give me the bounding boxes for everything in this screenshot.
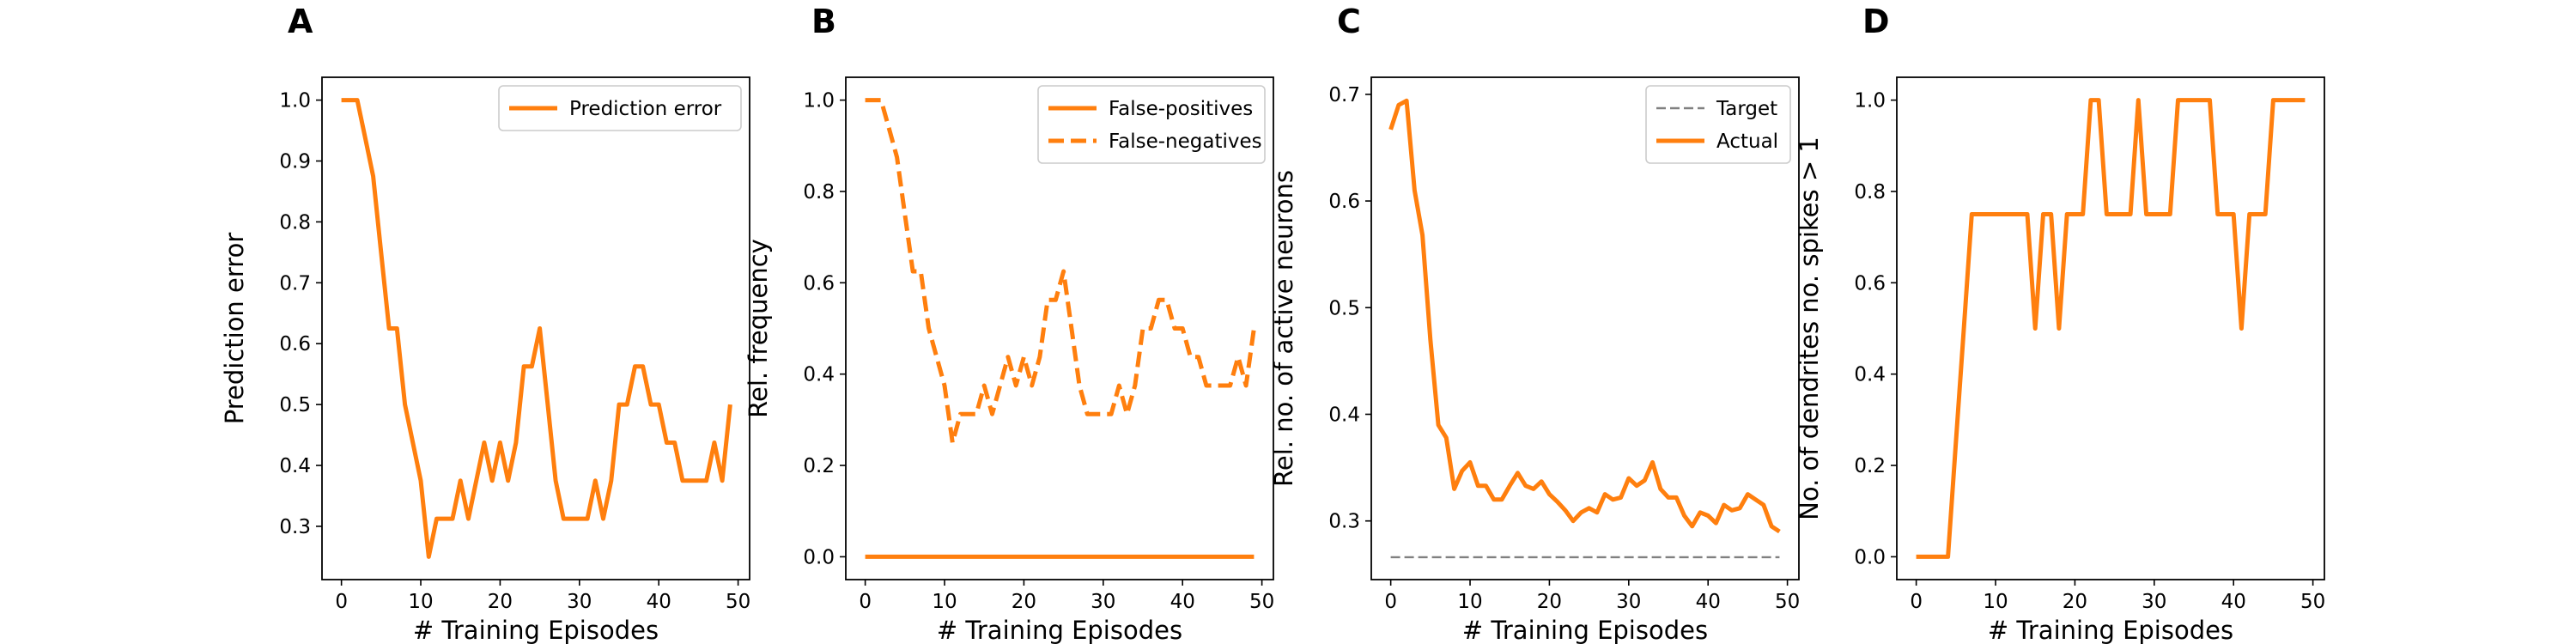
x-tick-label: 10 [932,591,957,613]
x-tick-label: 50 [1775,591,1800,613]
panel-d: D 0 10 20 30 40 50 0.0 0.2 0.4 0.6 0.8 1.0 # Training… [1795,3,2325,644]
legend-box [498,85,742,131]
legend-label: Prediction error [569,98,722,120]
y-tick-label: 0.3 [1328,511,1360,533]
x-tick-label: 40 [1170,591,1195,613]
y-tick-label: 0.6 [1328,191,1360,213]
legend: False-positives False-negatives [1037,85,1266,164]
x-tick-label: 20 [488,591,513,613]
y-tick-label: 0.6 [1854,272,1886,295]
x-tick-label: 0 [335,591,348,613]
y-axis-label: Rel. no. of active neurons [1269,170,1298,487]
series-line-main [1916,98,2306,559]
legend-box [1037,85,1266,164]
y-tick-label: 0.5 [1328,297,1360,319]
panel-b: B 0 10 20 30 40 50 0.0 0.2 0.4 0.6 0.8 1.0 # Training… [744,3,1274,644]
legend-label: False-negatives [1109,131,1262,153]
x-tick-label: 0 [1384,591,1397,613]
x-tick-label: 50 [726,591,750,613]
y-tick-label: 0.6 [803,272,835,295]
x-axis-label: # Training Episodes [1988,616,2233,644]
x-axis-label: # Training Episodes [937,616,1182,644]
legend-box [1645,85,1791,164]
y-tick-label: 0.8 [1854,181,1886,204]
y-tick-label: 1.0 [1854,90,1886,112]
x-tick-label: 0 [1910,591,1923,613]
panel-c: C 0 10 20 30 40 50 0.3 0.4 0.5 0.6 0.7 # Training Ep… [1269,3,1800,644]
x-tick-label: 0 [859,591,872,613]
y-tick-label: 0.8 [803,181,835,204]
axes-frame [1896,76,2325,580]
x-tick-label: 10 [1983,591,2008,613]
x-tick-label: 10 [408,591,433,613]
legend: Prediction error [498,85,742,131]
x-tick-label: 40 [647,591,671,613]
y-tick-label: 0.3 [279,516,311,538]
panel-letter: A [288,3,313,40]
legend-label: False-positives [1109,98,1253,120]
series-line-false-negatives [865,98,1256,445]
x-axis-label: # Training Episodes [413,616,659,644]
x-tick-label: 30 [1091,591,1115,613]
panel-letter: C [1337,3,1361,40]
y-axis-label: Prediction error [220,233,249,425]
y-axis-label: Rel. frequency [744,239,773,418]
y-tick-label: 1.0 [803,90,835,112]
x-tick-label: 30 [1616,591,1641,613]
y-tick-label: 0.4 [1328,404,1360,426]
x-tick-label: 40 [1696,591,1721,613]
y-tick-label: 0.4 [279,455,311,477]
x-axis-label: # Training Episodes [1462,616,1708,644]
x-tick-label: 10 [1457,591,1482,613]
series-line-prediction-error [341,98,732,559]
x-tick-label: 20 [1537,591,1562,613]
y-tick-label: 0.2 [803,455,835,477]
y-tick-label: 0.8 [279,211,311,234]
axes-frame [321,76,750,580]
y-tick-label: 0.0 [1854,546,1886,568]
legend: Target Actual [1645,85,1791,164]
y-tick-label: 0.7 [279,272,311,295]
panel-a: A 0 10 20 30 40 50 0.3 0.4 0.5 0.6 0.7 0.8 0.9 1.0 # Tr… [220,3,750,644]
y-tick-label: 0.4 [1854,364,1886,386]
y-axis-label: No. of dendrites no. spikes > 1 [1795,137,1824,520]
legend-label: Target [1716,98,1777,120]
panel-letter: B [811,3,836,40]
axes-frame [1370,76,1800,580]
y-tick-label: 0.6 [279,333,311,355]
y-tick-label: 1.0 [279,90,311,112]
series-line-actual [1388,98,1781,534]
x-tick-label: 30 [2142,591,2166,613]
x-tick-label: 20 [2063,591,2087,613]
panel-letter: D [1862,3,1890,40]
y-tick-label: 0.7 [1328,84,1360,106]
legend-label: Actual [1716,131,1778,153]
y-tick-label: 0.4 [803,364,835,386]
axes-frame [845,76,1274,580]
x-tick-label: 50 [1249,591,1274,613]
y-tick-label: 0.0 [803,546,835,568]
y-tick-label: 0.5 [279,394,311,416]
x-tick-label: 50 [2300,591,2325,613]
x-tick-label: 20 [1012,591,1036,613]
y-tick-label: 0.9 [279,151,311,173]
x-tick-label: 30 [567,591,592,613]
y-tick-label: 0.2 [1854,455,1886,477]
x-tick-label: 40 [2221,591,2246,613]
